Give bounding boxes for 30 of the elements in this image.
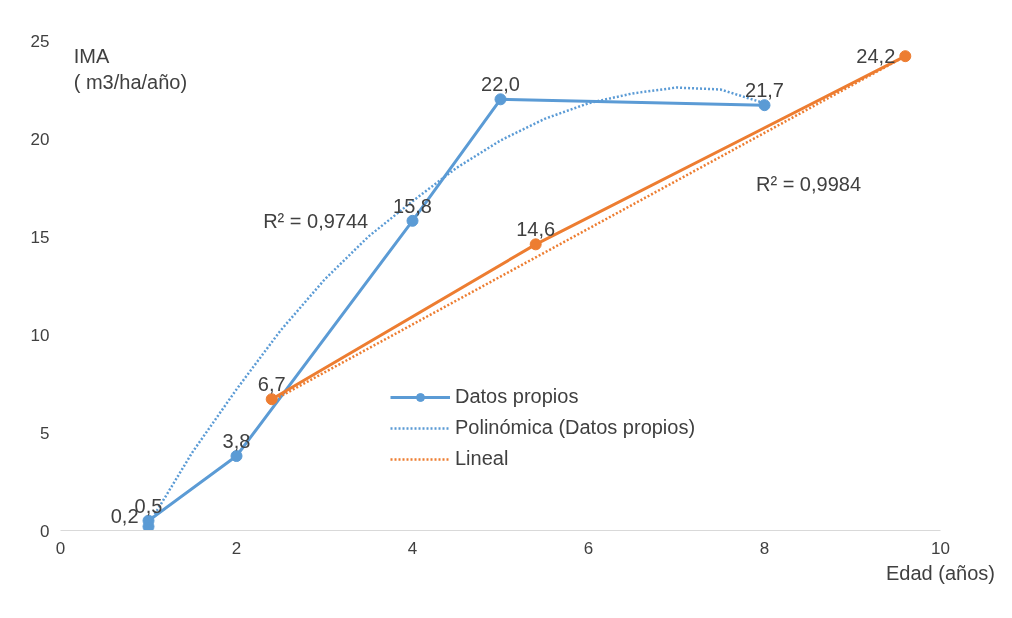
point xyxy=(265,393,278,406)
x-tick-label: 8 xyxy=(759,538,770,558)
x-tick-label: 6 xyxy=(583,538,594,558)
y-tick-label: 5 xyxy=(40,423,50,443)
point xyxy=(899,50,912,63)
y-tick-label: 20 xyxy=(30,129,50,149)
point xyxy=(758,99,771,112)
annotation: R² = 0,9984 xyxy=(755,172,862,195)
y-tick-label: 25 xyxy=(30,31,50,51)
legend-label: Datos propios xyxy=(455,385,579,408)
x-tick-label: 2 xyxy=(231,538,242,558)
annotation: R² = 0,9744 xyxy=(263,209,369,232)
y-tick-label: 15 xyxy=(30,227,50,247)
point xyxy=(529,238,542,251)
x-tick-label: 10 xyxy=(931,538,950,558)
x-axis-title: Edad (años) xyxy=(886,561,995,584)
point xyxy=(230,450,243,463)
x-tick-label: 4 xyxy=(407,538,418,558)
y-tick-label: 0 xyxy=(40,521,50,541)
x-tick-label: 0 xyxy=(55,538,66,558)
legend-label: Lineal xyxy=(455,447,509,470)
data-label: 22,0 xyxy=(481,73,520,96)
data-label: 21,7 xyxy=(745,79,784,102)
data-label: 24,2 xyxy=(856,45,896,68)
y-axis-title: IMA ( m3/ha/año) xyxy=(73,44,188,93)
data-label: 6,7 xyxy=(257,373,286,396)
legend-label: Polinómica (Datos propios) xyxy=(455,416,696,439)
y-tick-label: 10 xyxy=(30,325,50,345)
data-label: 14,6 xyxy=(516,218,556,241)
point xyxy=(494,93,507,106)
